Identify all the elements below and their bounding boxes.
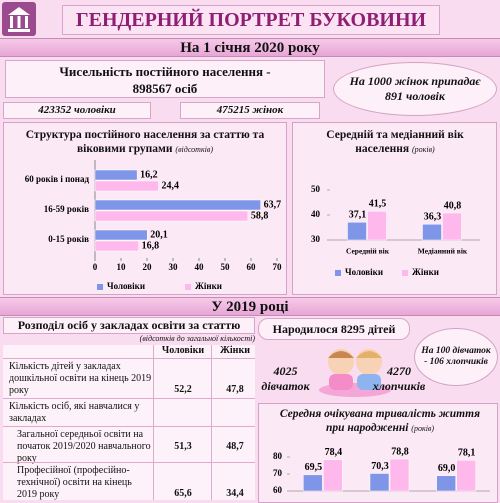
chart-title: Середній та медіанний вік населення (рок…	[300, 128, 490, 157]
population-total: 898567 осіб	[132, 81, 198, 96]
ratio-value: 891 чоловік	[385, 89, 445, 103]
ratio-ellipse: На 1000 жінок припадає 891 чоловік	[333, 62, 497, 116]
births-ratio: На 100 дівчаток - 106 хлопчиків	[414, 328, 498, 386]
cell-value: 34,4	[226, 488, 244, 499]
age-panel	[292, 122, 497, 295]
chart-title-text: Структура постійного населення за статтю…	[25, 129, 265, 155]
boys-count: 4270 хлопчиків	[372, 364, 426, 393]
chart-title-text: Середня очікувана тривалість життя при н…	[279, 408, 481, 434]
women-count: 475215 жінок	[180, 102, 320, 119]
column-header: Жінки	[220, 345, 250, 356]
chart-subtitle: (років)	[411, 145, 435, 154]
page-title: ГЕНДЕРНИЙ ПОРТРЕТ БУКОВИНИ	[62, 5, 440, 35]
row-label: Кількість осіб, які навчалися у закладах	[9, 401, 140, 424]
population-label: Чисельність постійного населення -	[59, 64, 271, 79]
column-line	[211, 345, 212, 500]
chart-title: Середня очікувана тривалість життя при н…	[270, 407, 490, 436]
column-header: Чоловіки	[161, 345, 205, 356]
cell-value: 65,6	[174, 488, 192, 499]
table-title: Розподіл осіб у закладах освіти за статт…	[3, 317, 255, 334]
row-line	[3, 426, 255, 427]
table-subtitle: (відсотків до загальної кількості)	[139, 334, 255, 343]
date-banner: На 1 січня 2020 року	[0, 38, 500, 57]
table: Чоловіки Жінки Кількість дітей у заклада…	[3, 345, 255, 500]
men-count: 423352 чоловіки	[3, 102, 151, 119]
cell-value: 48,7	[226, 441, 244, 452]
row-line	[3, 358, 255, 359]
cell-value: 47,8	[226, 384, 244, 395]
births-total: Народилося 8295 дітей	[258, 318, 410, 340]
logo-icon	[2, 2, 36, 36]
chart-title-text: Середній та медіанний вік населення	[326, 129, 464, 155]
babies-illustration	[319, 349, 391, 397]
girls-count: 4025 дівчаток	[261, 364, 310, 393]
year-banner: У 2019 році	[0, 297, 500, 316]
row-label: Професійної (професійно-технічної) освіт…	[17, 465, 132, 500]
cell-value: 52,2	[174, 384, 192, 395]
row-line	[3, 398, 255, 399]
population-box: Чисельність постійного населення - 89856…	[5, 60, 325, 98]
chart-subtitle: (відсотків)	[175, 145, 214, 154]
cell-value: 51,3	[174, 441, 192, 452]
row-label: Загальної середньої освіти на початок 20…	[17, 429, 151, 464]
ratio-text: На 1000 жінок припадає	[349, 74, 481, 88]
column-line	[153, 345, 154, 500]
row-label: Кількість дітей у закладах дошкільної ос…	[9, 361, 152, 396]
row-line	[3, 462, 255, 463]
chart-title: Структура постійного населення за статтю…	[20, 128, 270, 157]
chart-subtitle: (років)	[411, 424, 435, 433]
